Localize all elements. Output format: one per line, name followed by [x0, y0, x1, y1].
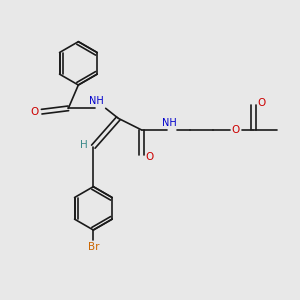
Text: O: O [257, 98, 266, 108]
Text: H: H [80, 140, 88, 150]
Text: NH: NH [89, 96, 104, 106]
Text: O: O [232, 125, 240, 135]
Text: O: O [30, 107, 38, 117]
Text: Br: Br [88, 242, 99, 252]
Text: O: O [146, 152, 154, 162]
Text: NH: NH [162, 118, 177, 128]
